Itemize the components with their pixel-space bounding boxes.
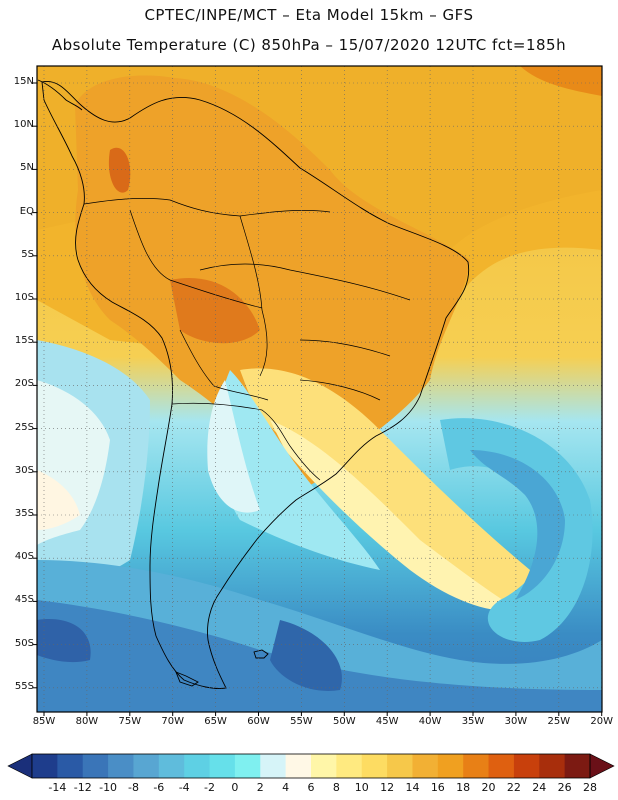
colorbar-swatch	[285, 754, 312, 778]
longitude-label: 55W	[290, 716, 313, 727]
colorbar-swatch	[32, 754, 58, 778]
colorbar-label: 16	[430, 781, 445, 794]
latitude-label: 25S	[14, 421, 34, 433]
longitude-label: 75W	[118, 716, 142, 727]
colorbar-swatch	[539, 754, 566, 778]
colorbar-label: -2	[204, 781, 216, 794]
map-frame	[36, 65, 603, 713]
colorbar-swatch	[564, 754, 591, 778]
colorbar-swatch	[513, 754, 540, 778]
colorbar-label: 2	[256, 781, 264, 794]
colorbar-label: -8	[127, 781, 139, 794]
colorbar-swatch	[412, 754, 439, 778]
latitude-label: 5N	[20, 162, 34, 174]
axis-ticks	[33, 82, 603, 716]
latitude-label: 5S	[21, 248, 34, 260]
longitude-label: 40W	[418, 716, 442, 727]
longitude-label: 85W	[32, 716, 56, 727]
colorbar-swatch	[82, 754, 109, 778]
longitude-label: 35W	[461, 716, 485, 727]
colorbar-label: 28	[583, 781, 597, 794]
latitude-label: 15N	[13, 76, 34, 87]
latitude-label: 20S	[14, 378, 34, 390]
longitude-label: 45W	[375, 716, 399, 727]
longitude-label: 65W	[204, 716, 227, 727]
latitude-label: 55S	[14, 680, 34, 692]
colorbar-swatch	[463, 754, 490, 778]
colorbar-label: 26	[557, 781, 572, 794]
colorbar-label: 6	[307, 781, 315, 794]
country-borders	[83, 197, 411, 481]
colorbar-label: 14	[405, 781, 420, 794]
latitude-label: 50S	[14, 637, 34, 649]
colorbar-swatch	[234, 754, 261, 778]
colorbar-swatch	[437, 754, 464, 778]
temperature-field	[37, 66, 602, 712]
colorbar-swatch	[311, 754, 337, 778]
colorbar-label: -14	[48, 781, 67, 794]
colorbar-label: 12	[380, 781, 395, 794]
colorbar-label: 20	[481, 781, 496, 794]
latitude-label: 15S	[14, 335, 34, 347]
latitude-label: 45S	[14, 594, 34, 606]
colorbar-label: 0	[231, 781, 239, 794]
longitude-label: 60W	[247, 716, 270, 727]
colorbar-label: -4	[178, 781, 190, 794]
longitude-label: 30W	[504, 716, 528, 727]
colorbar	[7, 753, 615, 779]
colorbar-swatch	[209, 754, 236, 778]
colorbar-label: 4	[282, 781, 290, 794]
colorbar-under-triangle	[7, 753, 33, 779]
colorbar-label: 10	[354, 781, 369, 794]
colorbar-label: 18	[456, 781, 471, 794]
colorbar-swatch	[361, 754, 388, 778]
longitude-label: 50W	[332, 716, 356, 727]
map-title: CPTEC/INPE/MCT – Eta Model 15km – GFS	[144, 6, 474, 24]
map-subtitle: Absolute Temperature (C) 850hPa – 15/07/…	[51, 36, 567, 54]
colorbar-swatch	[336, 754, 363, 778]
colorbar-label: 22	[506, 781, 521, 794]
colorbar-outline	[31, 753, 591, 779]
longitude-label: 80W	[75, 716, 99, 727]
colorbar-label: 8	[332, 781, 340, 794]
latitude-label: EQ	[19, 205, 34, 217]
colorbar-over-triangle	[589, 753, 615, 779]
colorbar-swatch	[108, 754, 134, 778]
latitude-label: 10N	[13, 119, 34, 131]
colorbar-swatch	[57, 754, 84, 778]
colorbar-swatch	[184, 754, 211, 778]
latitude-label: 35S	[14, 508, 34, 519]
colorbar-swatch	[488, 754, 515, 778]
colorbar-swatch	[158, 754, 185, 778]
colorbar-label: -6	[153, 781, 165, 794]
coastlines	[37, 79, 470, 689]
colorbar-swatch	[260, 754, 287, 778]
longitude-label: 70W	[161, 716, 184, 727]
colorbar-swatch	[133, 754, 160, 778]
latitude-label: 40S	[14, 551, 34, 563]
longitude-label: 25W	[547, 716, 571, 727]
longitude-label: 20W	[590, 716, 613, 727]
colorbar-label: 24	[532, 781, 547, 794]
colorbar-label: -12	[73, 781, 92, 794]
colorbar-label: -10	[99, 781, 118, 794]
latitude-label: 10S	[14, 292, 34, 303]
colorbar-swatch	[387, 754, 413, 778]
latitude-label: 30S	[14, 464, 34, 476]
